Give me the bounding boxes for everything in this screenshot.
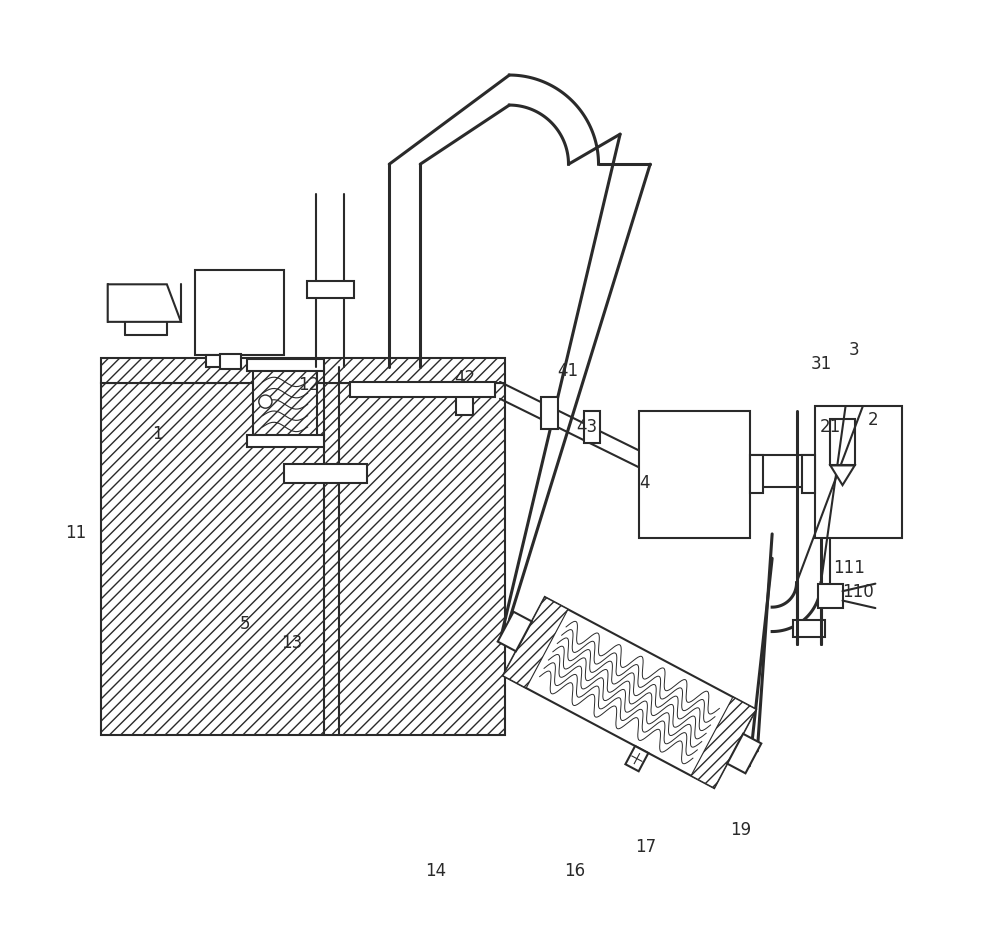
Bar — [818, 583, 843, 608]
Bar — [220, 354, 241, 369]
Text: 17: 17 — [635, 838, 656, 856]
Text: 41: 41 — [557, 362, 578, 379]
Text: 110: 110 — [843, 583, 874, 601]
Bar — [206, 355, 227, 367]
Bar — [503, 597, 756, 788]
Bar — [830, 418, 855, 465]
Text: 5: 5 — [239, 615, 250, 633]
Text: 11: 11 — [65, 524, 86, 542]
Text: 1: 1 — [152, 426, 163, 444]
Bar — [456, 383, 473, 414]
Bar — [541, 396, 558, 429]
Bar — [639, 411, 750, 538]
Bar — [195, 270, 284, 355]
Text: 12: 12 — [298, 376, 319, 394]
Bar — [101, 359, 505, 383]
Bar — [802, 455, 815, 494]
Bar — [307, 281, 354, 298]
Bar — [727, 733, 761, 773]
Circle shape — [259, 395, 272, 408]
Bar — [253, 369, 317, 439]
Bar — [247, 360, 324, 371]
Text: 14: 14 — [426, 862, 447, 880]
Text: 13: 13 — [281, 633, 302, 651]
Text: 21: 21 — [820, 418, 841, 436]
Text: 31: 31 — [810, 355, 832, 373]
Text: 42: 42 — [454, 369, 475, 387]
Bar — [101, 383, 505, 734]
Bar — [284, 464, 367, 483]
Text: 3: 3 — [848, 341, 859, 359]
Text: 16: 16 — [565, 862, 586, 880]
Polygon shape — [108, 284, 181, 322]
Bar — [498, 612, 532, 651]
Bar — [691, 697, 756, 788]
Text: 2: 2 — [868, 412, 879, 430]
Bar — [815, 406, 902, 538]
Bar — [584, 411, 600, 443]
Text: 43: 43 — [576, 418, 597, 436]
Bar — [750, 455, 763, 494]
Text: 19: 19 — [731, 821, 752, 839]
Text: 4: 4 — [639, 474, 650, 492]
Bar — [625, 746, 648, 771]
Bar — [793, 620, 825, 637]
Text: 111: 111 — [833, 559, 865, 577]
Bar — [247, 435, 324, 447]
Bar — [503, 597, 568, 688]
Bar — [350, 382, 495, 396]
Polygon shape — [830, 465, 855, 485]
